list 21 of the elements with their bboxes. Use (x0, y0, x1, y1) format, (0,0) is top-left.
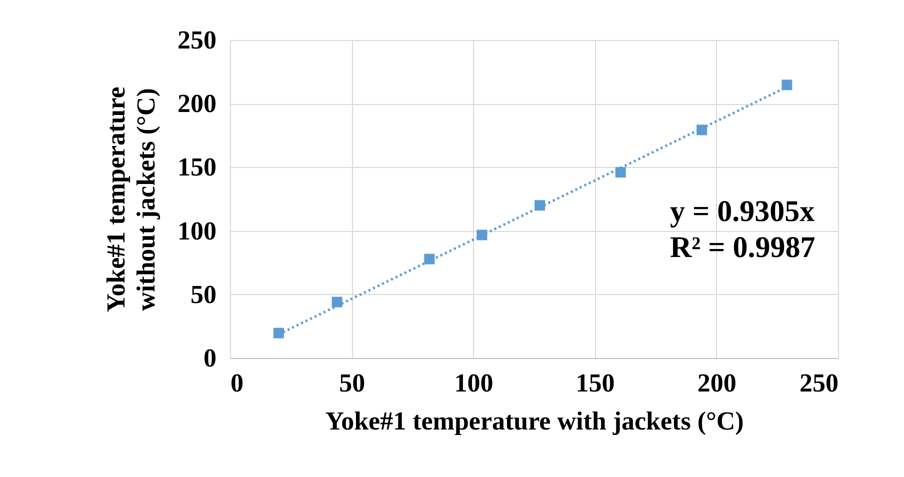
x-tick-label: 250 (800, 368, 838, 398)
x-tick-label: 100 (454, 368, 494, 398)
y-tick-label: 250 (178, 26, 216, 54)
x-tick-label: 0 (230, 368, 244, 398)
y-axis-title: Yoke#1 temperature without jackets (°C) (102, 86, 160, 312)
annotation: y = 0.9305x (670, 195, 815, 228)
y-tick-label: 0 (204, 344, 216, 372)
x-axis-title: Yoke#1 temperature with jackets (°C) (325, 406, 744, 436)
y-tick-label: 150 (178, 152, 216, 182)
point (273, 328, 284, 338)
y-tick-label: 50 (190, 280, 216, 309)
x-tick-label: 150 (576, 368, 615, 398)
point (424, 254, 435, 264)
point (332, 296, 342, 308)
point (615, 167, 626, 178)
y-tick-label: 200 (178, 89, 216, 118)
y-tick-label: 100 (178, 216, 216, 246)
x-tick-label: 50 (339, 368, 366, 398)
annotation: R² = 0.9987 (670, 231, 816, 264)
x-tick-label: 200 (697, 368, 736, 398)
point (782, 80, 792, 90)
